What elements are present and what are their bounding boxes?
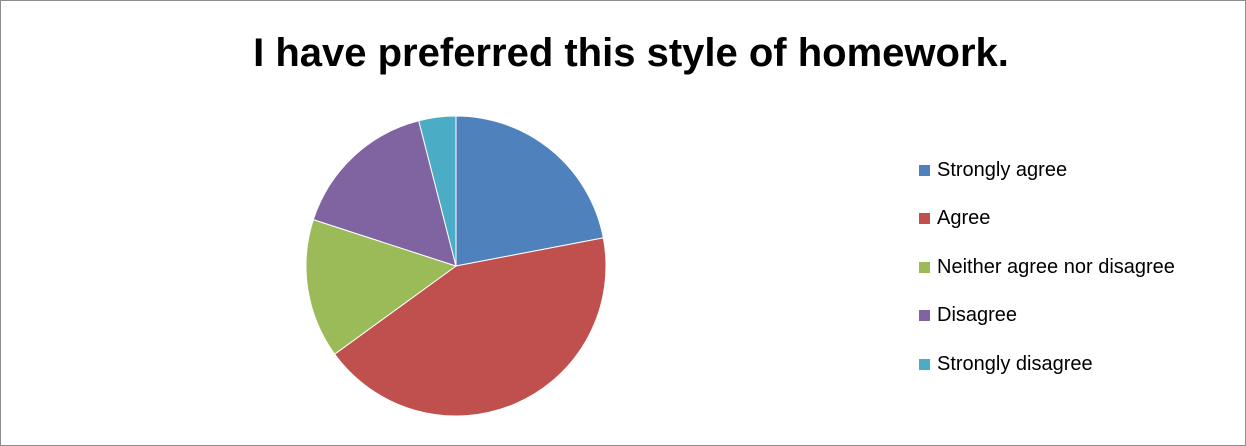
pie-slice-disagree <box>312 120 457 267</box>
legend-label-strongly-agree: Strongly agree <box>937 158 1068 181</box>
legend-item-agree: Agree <box>919 207 1239 231</box>
legend-label-agree: Agree <box>937 207 991 229</box>
pie-slice-strongly-agree <box>455 115 604 267</box>
chart-title: I have preferred this style of homework. <box>253 31 1009 75</box>
pie-chart <box>305 115 607 417</box>
legend-swatch-neither <box>919 261 930 273</box>
legend-swatch-strongly-disagree <box>919 358 930 370</box>
legend-item-strongly-disagree: Strongly disagree <box>919 352 1239 376</box>
legend-item-strongly-agree: Strongly agree <box>919 158 1239 182</box>
chart-legend: Strongly agree Agree Neither agree nor d… <box>919 158 1239 401</box>
legend-label-strongly-disagree: Strongly disagree <box>937 352 1093 375</box>
legend-swatch-strongly-agree <box>919 164 930 176</box>
pie-slice-agree <box>333 237 607 417</box>
legend-label-disagree: Disagree <box>937 304 1018 326</box>
legend-item-disagree: Disagree <box>919 304 1239 328</box>
pie-slice-strongly-disagree <box>418 115 457 267</box>
legend-label-neither: Neither agree nor disagree <box>937 255 1175 278</box>
pie-slice-neither <box>305 219 458 355</box>
legend-item-neither: Neither agree nor disagree <box>919 255 1239 279</box>
legend-swatch-disagree <box>919 310 930 321</box>
legend-swatch-agree <box>919 213 930 224</box>
